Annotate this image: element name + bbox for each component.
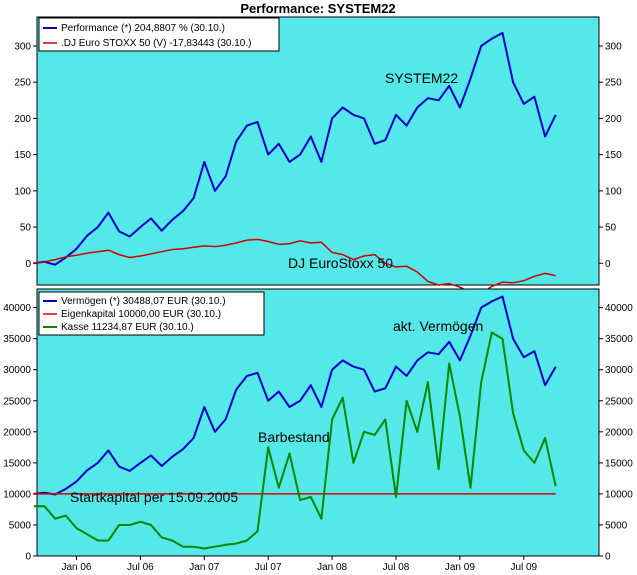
y-tick-label-right: 40000 — [605, 303, 633, 314]
y-tick-label-left: 50 — [20, 223, 32, 234]
top-panel: 0 0 50 50 100 100 150 150 200 200 250 250 300 300 SYS… — [14, 16, 622, 295]
annotation-eurostoxx: DJ EuroStoxx 50 — [288, 255, 393, 271]
series-line-top-0 — [33, 31, 557, 266]
y-tick-label-right: 100 — [605, 186, 622, 197]
x-tick-label: Jul 09 — [510, 562, 537, 573]
legend-label-kasse: Kasse 11234,87 EUR (30.10.) — [61, 322, 194, 333]
y-tick-label-right: 200 — [605, 114, 622, 125]
y-tick-label-right: 30000 — [605, 365, 633, 376]
y-tick-label-right: 5000 — [605, 520, 628, 531]
y-tick-label-right: 250 — [605, 78, 622, 89]
y-tick-label-left: 150 — [14, 150, 31, 161]
x-tick-label: Jul 06 — [127, 562, 154, 573]
y-tick-label-right: 35000 — [605, 334, 633, 345]
top-legend-box — [38, 17, 280, 52]
x-tick-label: Jan 09 — [445, 562, 475, 573]
legend-label-eigenkapital: Eigenkapital 10000,00 EUR (30.10.) — [61, 309, 221, 320]
y-tick-label-left: 20000 — [3, 427, 31, 438]
bottom-legend-box — [38, 291, 265, 336]
y-tick-label-right: 15000 — [605, 458, 633, 469]
y-tick-label-left: 35000 — [3, 334, 31, 345]
y-tick-label-left: 0 — [25, 259, 31, 270]
top-axes: 0 0 50 50 100 100 150 150 200 200 250 250 300 300 — [14, 41, 622, 269]
y-tick-label-right: 20000 — [605, 427, 633, 438]
bottom-axes: 0 0 5000 5000 10000 10000 15000 15000 20000 20000… — [3, 303, 633, 562]
y-tick-label-left: 250 — [14, 78, 31, 89]
top-legend: Performance (*) 204,8807 % (30.10.) .DJ … — [38, 17, 280, 52]
y-tick-label-left: 25000 — [3, 396, 31, 407]
y-tick-label-right: 25000 — [605, 396, 633, 407]
x-tick-label: Jan 06 — [61, 562, 91, 573]
y-tick-label-right: 300 — [605, 41, 622, 52]
y-tick-label-left: 40000 — [3, 303, 31, 314]
series-line-bot-0 — [33, 295, 557, 496]
y-tick-label-left: 300 — [14, 41, 31, 52]
y-tick-label-left: 30000 — [3, 365, 31, 376]
chart-title: Performance: SYSTEM22 — [240, 1, 395, 16]
y-tick-label-left: 0 — [25, 552, 31, 563]
annotation-barbestand: Barbestand — [258, 429, 330, 445]
y-tick-label-left: 200 — [14, 114, 31, 125]
bottom-legend: Vermögen (*) 30488,07 EUR (30.10.) Eigen… — [38, 291, 265, 336]
y-tick-label-right: 50 — [605, 223, 617, 234]
bottom-panel: 0 0 5000 5000 10000 10000 15000 15000 20000 20000… — [3, 288, 633, 563]
annotation-system22: SYSTEM22 — [385, 70, 458, 86]
annotation-akt-vermoegen: akt. Vermögen — [393, 318, 483, 334]
y-tick-label-left: 15000 — [3, 458, 31, 469]
x-axis: Jan 06 Jul 06 Jan 07 Jul 07 Jan 08 Jul 08 Jan … — [61, 556, 538, 573]
series-line-bot-2 — [33, 331, 557, 550]
legend-label-eurostoxx: .DJ Euro STOXX 50 (V) -17,83443 (30.10.) — [61, 38, 251, 49]
y-tick-label-left: 5000 — [9, 520, 32, 531]
x-tick-label: Jan 07 — [189, 562, 219, 573]
legend-label-performance: Performance (*) 204,8807 % (30.10.) — [61, 23, 225, 34]
x-tick-label: Jul 08 — [383, 562, 410, 573]
y-tick-label-right: 0 — [605, 259, 611, 270]
y-tick-label-left: 10000 — [3, 489, 31, 500]
x-tick-label: Jul 07 — [255, 562, 282, 573]
x-tick-label: Jan 08 — [317, 562, 347, 573]
y-tick-label-right: 0 — [605, 552, 611, 563]
top-plot-background — [36, 16, 600, 286]
y-tick-label-left: 100 — [14, 186, 31, 197]
annotation-startkapital: Startkapital per 15.09.2005 — [70, 489, 238, 505]
y-tick-label-right: 150 — [605, 150, 622, 161]
legend-label-vermoegen: Vermögen (*) 30488,07 EUR (30.10.) — [61, 296, 226, 307]
bottom-lines — [33, 295, 557, 550]
y-tick-label-right: 10000 — [605, 489, 633, 500]
